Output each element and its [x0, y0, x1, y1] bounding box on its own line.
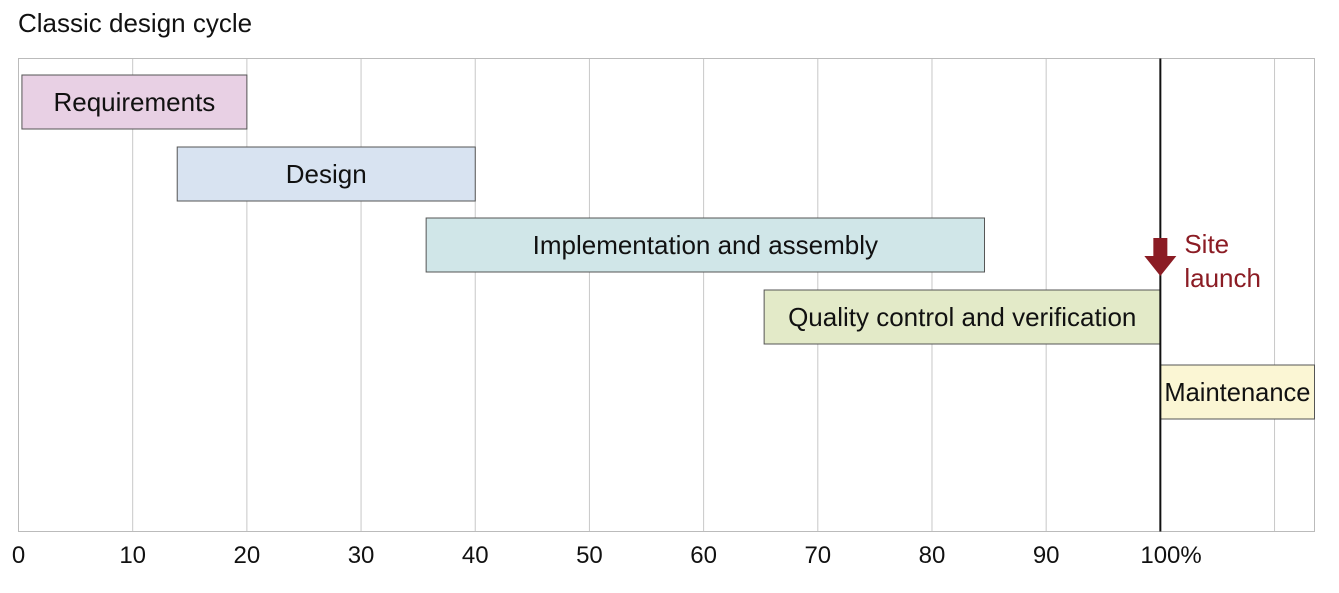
task-bar-label: Quality control and verification	[788, 302, 1136, 332]
x-tick-label: 100%	[1140, 542, 1201, 569]
task-bar-rect	[21, 74, 248, 130]
x-tick-label: 0	[12, 542, 25, 569]
x-tick-label: 40	[462, 542, 489, 569]
down-arrow-icon	[1144, 238, 1177, 276]
x-tick-label: 10	[119, 542, 146, 569]
task-bar: Implementation and assembly	[425, 217, 986, 273]
task-bar-rect	[1159, 364, 1315, 420]
task-bar-rect	[425, 217, 986, 273]
task-bar: Maintenance	[1159, 364, 1315, 420]
x-tick-label: 90	[1033, 542, 1060, 569]
x-tick-label: 60	[690, 542, 717, 569]
x-tick-label: 70	[804, 542, 831, 569]
x-axis-ticks: 0 10 20 30 40 50 60 70 80 90 100%	[12, 542, 1202, 569]
plot-frame	[18, 58, 1315, 532]
task-bar-label: Design	[286, 159, 367, 189]
task-bar: Quality control and verification	[763, 289, 1161, 345]
task-bars: Requirements Design Implementation and ass…	[21, 74, 1315, 420]
launch-label-line1: Site	[1184, 229, 1229, 259]
x-tick-label: 20	[234, 542, 261, 569]
chart-title: Classic design cycle	[18, 8, 252, 38]
task-bar: Requirements	[21, 74, 248, 130]
launch-label-line2: launch	[1184, 263, 1261, 293]
x-tick-label: 30	[348, 542, 375, 569]
launch-marker: Site launch	[1144, 229, 1261, 293]
task-bar-label: Requirements	[53, 87, 215, 117]
x-tick-label: 80	[919, 542, 946, 569]
task-bar-label: Implementation and assembly	[533, 230, 878, 260]
task-bar: Design	[176, 146, 476, 202]
task-bar-label: Maintenance	[1164, 377, 1310, 407]
task-bar-rect	[176, 146, 476, 202]
x-tick-label: 50	[576, 542, 603, 569]
